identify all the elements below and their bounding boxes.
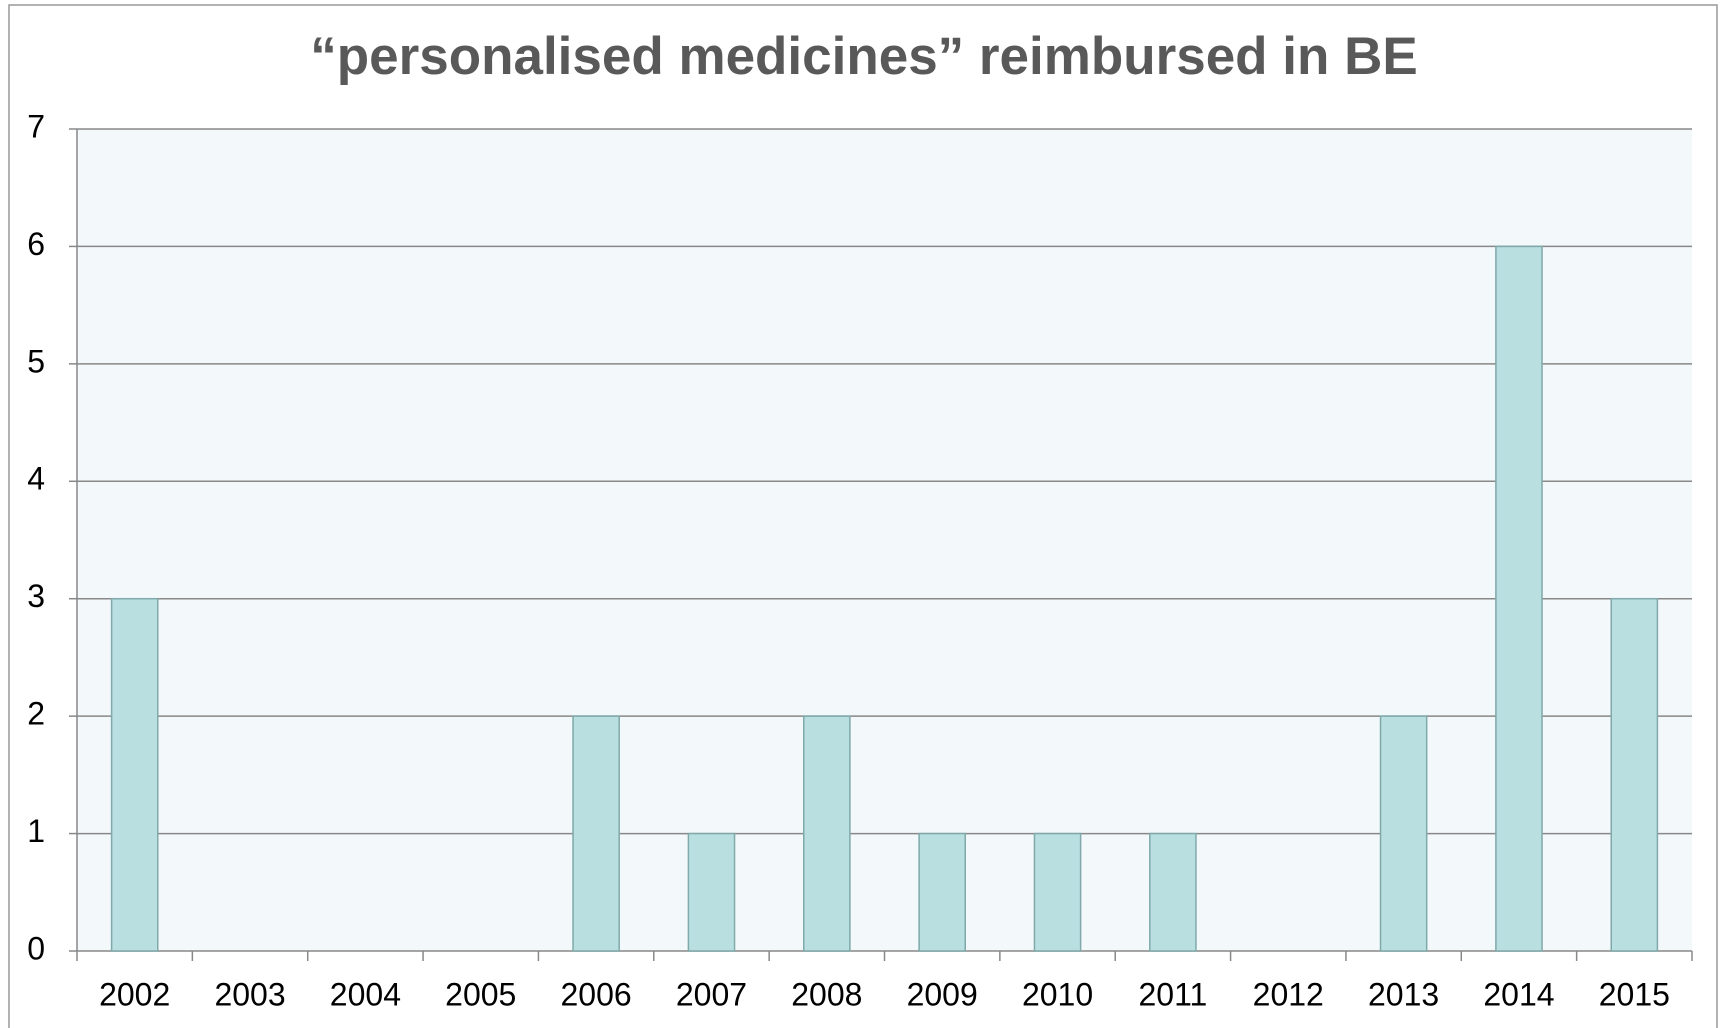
- y-tick-label: 5: [27, 343, 45, 379]
- chart-frame: [8, 4, 1718, 1028]
- x-tick-label: 2002: [99, 976, 170, 1012]
- bar: [687, 832, 736, 952]
- bar: [803, 715, 851, 952]
- x-tick-label: 2008: [791, 976, 862, 1012]
- x-tick-label: 2005: [445, 976, 516, 1012]
- y-tick-label: 2: [27, 696, 45, 732]
- x-tick-label: 2006: [561, 976, 632, 1012]
- x-tick-label: 2012: [1253, 976, 1324, 1012]
- y-tick-label: 4: [27, 461, 45, 497]
- bar: [1495, 245, 1543, 952]
- bar: [110, 597, 159, 952]
- bar: [1379, 715, 1428, 952]
- bar: [1610, 597, 1659, 952]
- y-tick-label: 6: [27, 226, 45, 262]
- chart-title: “personalised medicines” reimbursed in B…: [310, 27, 1417, 86]
- bar: [1033, 832, 1082, 952]
- x-tick-label: 2013: [1368, 976, 1439, 1012]
- x-tick-label: 2011: [1138, 976, 1207, 1012]
- x-tick-label: 2010: [1022, 976, 1093, 1012]
- x-tick-label: 2007: [676, 976, 747, 1012]
- x-tick-label: 2003: [214, 976, 285, 1012]
- y-tick-label: 0: [27, 930, 45, 966]
- y-tick-label: 7: [27, 108, 45, 144]
- y-tick-label: 3: [27, 578, 45, 614]
- plot-area: [77, 129, 1692, 951]
- bar: [1149, 832, 1197, 952]
- x-tick-label: 2014: [1483, 976, 1554, 1012]
- bar: [918, 832, 966, 952]
- x-tick-label: 2015: [1599, 976, 1670, 1012]
- bar: [572, 715, 620, 952]
- x-tick-label: 2009: [907, 976, 978, 1012]
- y-tick-label: 1: [27, 813, 45, 849]
- x-tick-label: 2004: [330, 976, 401, 1012]
